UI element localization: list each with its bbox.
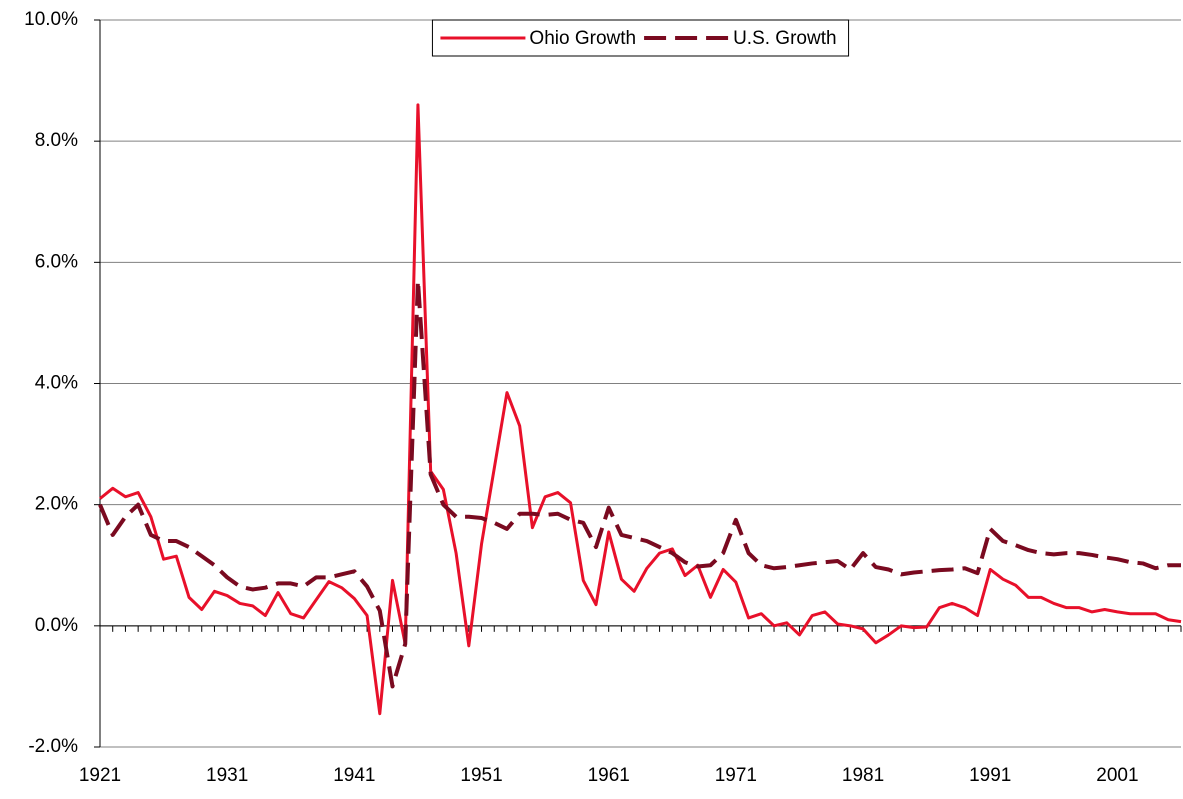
legend-label: U.S. Growth <box>733 28 836 49</box>
legend-label: Ohio Growth <box>529 28 636 49</box>
x-tick-label: 1981 <box>842 765 884 786</box>
x-tick-label: 1951 <box>460 765 502 786</box>
y-tick-label: 6.0% <box>35 251 78 272</box>
series-line <box>98 278 1181 689</box>
x-tick-label: 1961 <box>588 765 630 786</box>
x-tick-label: 1941 <box>333 765 375 786</box>
series-line <box>99 103 1182 716</box>
y-tick-label: 0.0% <box>35 615 78 636</box>
x-tick-label: 1931 <box>206 765 248 786</box>
y-tick-label: 8.0% <box>35 130 78 151</box>
y-tick-label: 2.0% <box>35 494 78 515</box>
y-tick-label: 10.0% <box>24 9 78 30</box>
x-tick-label: 1971 <box>715 765 757 786</box>
x-tick-label: 1991 <box>969 765 1011 786</box>
x-tick-label: 1921 <box>79 765 121 786</box>
x-tick-label: 2001 <box>1096 765 1138 786</box>
y-tick-label: -2.0% <box>28 736 78 757</box>
y-tick-label: 4.0% <box>35 373 78 394</box>
